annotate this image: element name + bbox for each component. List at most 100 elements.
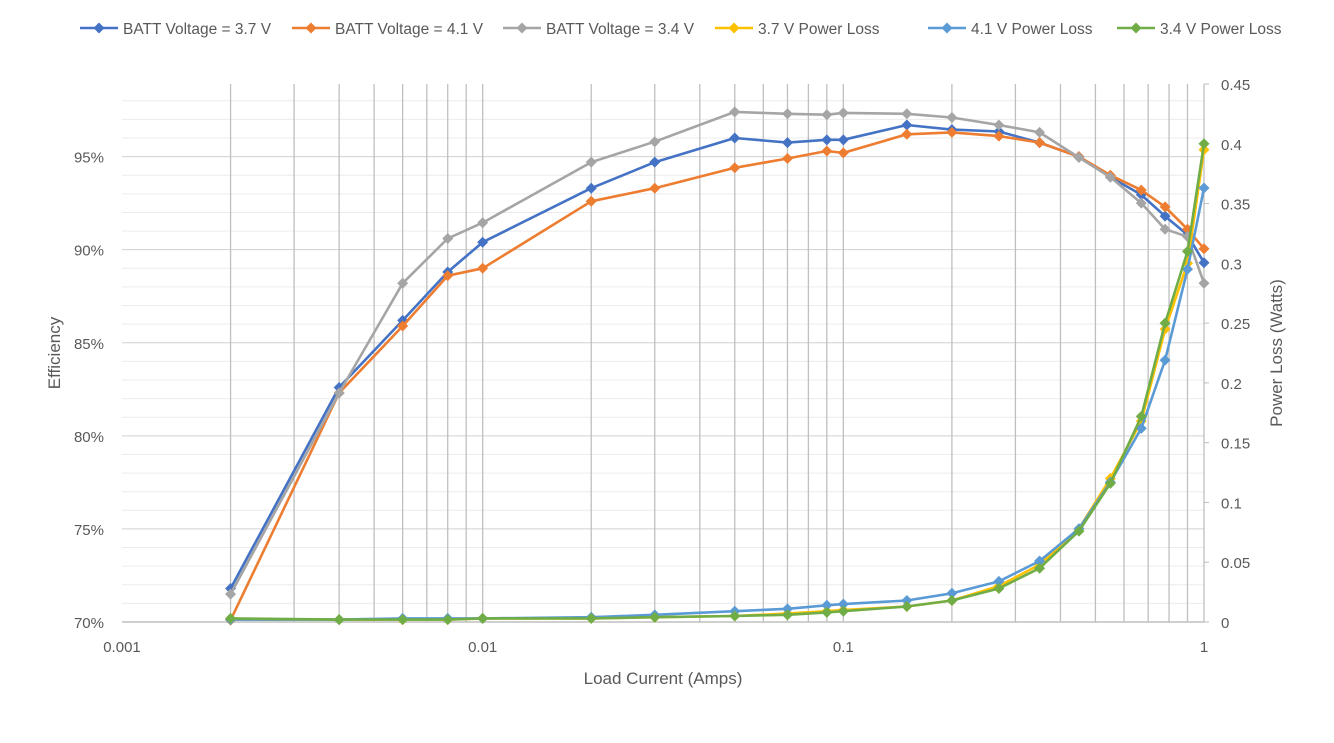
data-point-marker [993, 130, 1005, 142]
data-point-marker [585, 195, 597, 207]
y2-tick-label: 0.15 [1221, 436, 1250, 453]
data-point-marker [1104, 171, 1116, 183]
legend-marker [93, 22, 105, 34]
data-point-marker [1073, 152, 1085, 164]
y-axis-title: Efficiency [45, 316, 64, 389]
x-tick-label: 0.1 [833, 639, 854, 656]
data-point-marker [946, 126, 958, 138]
data-point-marker [649, 136, 661, 148]
y2-tick-label: 0.45 [1221, 77, 1250, 94]
data-point-marker [1034, 137, 1046, 149]
data-point-marker [821, 606, 833, 618]
legend-label: 4.1 V Power Loss [971, 21, 1093, 38]
series-2 [225, 126, 1210, 626]
series-line [230, 187, 1206, 621]
data-point-marker [901, 594, 913, 606]
y2-tick-label: 0.35 [1221, 197, 1250, 214]
y2-tick-label: 0.1 [1221, 495, 1242, 512]
data-point-marker [1073, 525, 1085, 537]
data-point-marker [901, 128, 913, 140]
x-tick-label: 0.01 [468, 639, 497, 656]
data-point-marker [585, 612, 597, 624]
data-point-marker [781, 609, 793, 621]
data-point-marker [1034, 562, 1046, 574]
y-tick-label: 70% [74, 615, 104, 632]
data-point-marker [477, 262, 489, 274]
data-point-marker [442, 270, 454, 282]
data-point-marker [946, 594, 958, 606]
data-point-marker [1159, 223, 1171, 235]
y-tick-label: 90% [74, 243, 104, 260]
legend-marker [1130, 22, 1142, 34]
data-point-marker [837, 598, 849, 610]
data-point-marker [821, 145, 833, 157]
data-point-marker [1135, 422, 1147, 434]
data-point-marker [729, 610, 741, 622]
data-point-marker [1198, 138, 1210, 150]
data-point-marker [649, 156, 661, 168]
data-point-marker [442, 233, 454, 245]
y-tick-label: 95% [74, 150, 104, 167]
data-point-marker [1159, 317, 1171, 329]
data-point-marker [1159, 354, 1171, 366]
legend-item: 3.7 V Power Loss [715, 21, 880, 38]
legend-marker [728, 22, 740, 34]
y2-tick-label: 0.05 [1221, 555, 1250, 572]
data-point-marker [729, 132, 741, 144]
series-line [229, 123, 1206, 590]
data-point-marker [901, 600, 913, 612]
data-point-marker [781, 603, 793, 615]
data-point-marker [1159, 210, 1171, 222]
data-point-marker [333, 614, 345, 626]
data-point-marker [1135, 410, 1147, 422]
data-point-marker [1181, 245, 1193, 257]
legend-item: BATT Voltage = 4.1 V [292, 21, 484, 38]
series-6 [225, 138, 1210, 626]
tick-labels: 0.001 0.01 0.1 1 70% 75% 80% 85% 90% 95% 0 0.05 0.1 0… [74, 77, 1250, 656]
data-point-marker [442, 614, 454, 626]
data-point-marker [1034, 126, 1046, 138]
data-point-marker [821, 109, 833, 121]
legend-item: 4.1 V Power Loss [928, 21, 1093, 38]
data-point-marker [649, 611, 661, 623]
data-point-marker [477, 236, 489, 248]
data-point-marker [585, 156, 597, 168]
legend-item: BATT Voltage = 3.4 V [503, 21, 695, 38]
data-point-marker [1104, 477, 1116, 489]
data-point-marker [397, 320, 409, 332]
x-axis-title: Load Current (Amps) [584, 669, 743, 688]
data-point-marker [1181, 263, 1193, 275]
legend-item: 3.4 V Power Loss [1117, 21, 1282, 38]
data-point-marker [993, 583, 1005, 595]
data-point-marker [901, 108, 913, 120]
data-point-marker [477, 217, 489, 229]
data-point-marker [837, 107, 849, 119]
legend-item: BATT Voltage = 3.7 V [80, 21, 272, 38]
series-5 [225, 182, 1210, 626]
data-point-marker [397, 614, 409, 626]
x-tick-label: 1 [1200, 639, 1208, 656]
y2-axis-title: Power Loss (Watts) [1267, 279, 1286, 427]
series-group [225, 106, 1210, 626]
data-point-marker [781, 108, 793, 120]
data-point-marker [837, 147, 849, 159]
data-point-marker [649, 182, 661, 194]
data-point-marker [781, 152, 793, 164]
legend-marker [305, 22, 317, 34]
legend-label: BATT Voltage = 3.4 V [546, 21, 695, 38]
legend-marker [941, 22, 953, 34]
data-point-marker [946, 587, 958, 599]
data-point-marker [1198, 243, 1210, 255]
data-point-marker [946, 112, 958, 124]
data-point-marker [1159, 201, 1171, 213]
data-point-marker [993, 575, 1005, 587]
legend-label: BATT Voltage = 3.7 V [123, 21, 272, 38]
data-point-marker [1198, 277, 1210, 289]
y2-tick-label: 0.25 [1221, 316, 1250, 333]
gridlines [122, 83, 1209, 623]
data-point-marker [1198, 182, 1210, 194]
y2-tick-label: 0 [1221, 615, 1229, 632]
data-point-marker [993, 119, 1005, 131]
data-point-marker [333, 387, 345, 399]
